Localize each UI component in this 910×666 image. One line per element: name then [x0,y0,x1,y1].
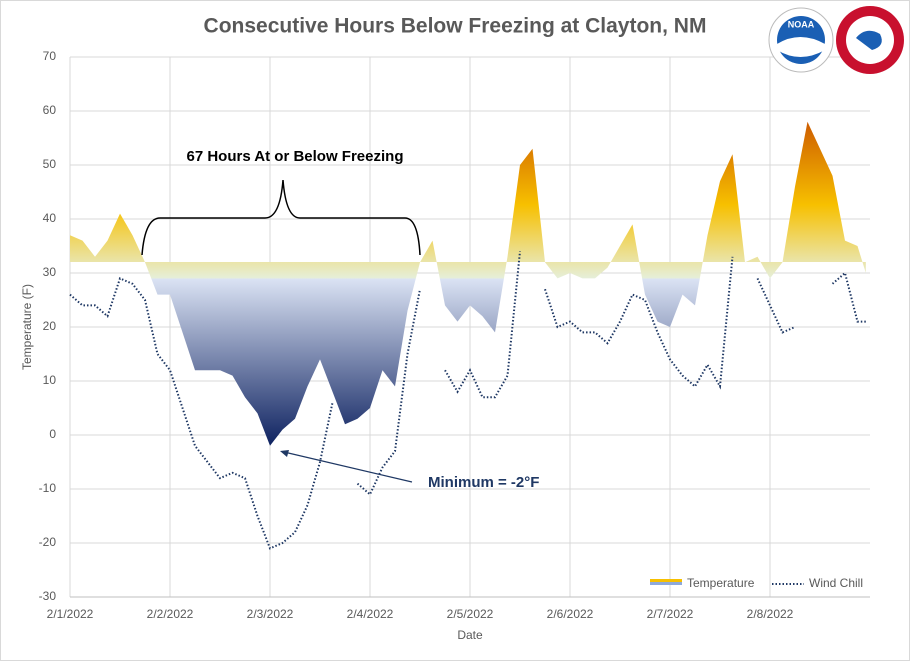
y-tick-label: 30 [43,265,57,279]
brace [141,179,421,256]
annotation: Minimum = -2°F [428,474,539,491]
y-tick-label: -30 [39,589,57,603]
annotation: 67 Hours At or Below Freezing [187,148,404,165]
x-axis-label: Date [457,628,483,642]
x-tick-label: 2/2/2022 [147,607,194,621]
y-tick-label: 70 [43,49,57,63]
logo-text: NOAA [788,19,815,29]
plot: -30 -20 -10 0 10 20 30 40 50 60 70 2/1/2022 2/2/2022… [39,49,870,621]
x-tick-label: 2/6/2022 [547,607,594,621]
legend-label: Temperature [687,576,755,590]
wind-chill-line [69,251,866,550]
y-tick-label: 20 [43,319,57,333]
x-tick-label: 2/3/2022 [247,607,294,621]
x-tick-label: 2/5/2022 [447,607,494,621]
x-tick-label: 2/4/2022 [347,607,394,621]
y-tick-label: 0 [49,427,56,441]
nws-logo [836,6,904,74]
legend-label: Wind Chill [809,576,863,590]
y-tick-label: 40 [43,211,57,225]
x-tick-label: 2/8/2022 [747,607,794,621]
temperature-area [70,121,866,446]
x-tick-label: 2/7/2022 [647,607,694,621]
legend: Temperature Wind Chill [650,576,863,590]
arrow-head [280,450,289,457]
y-tick-label: 10 [43,373,57,387]
y-tick-label: -10 [39,481,57,495]
y-tick-label: -20 [39,535,57,549]
noaa-logo: NOAA [768,7,834,73]
arrow [283,451,413,483]
y-tick-label: 60 [43,103,57,117]
chart-title: Consecutive Hours Below Freezing at Clay… [204,15,707,38]
y-tick-label: 50 [43,157,57,171]
legend-swatch [650,582,682,585]
legend-swatch [650,579,682,582]
x-tick-label: 2/1/2022 [47,607,94,621]
y-axis-label: Temperature (F) [20,284,34,370]
